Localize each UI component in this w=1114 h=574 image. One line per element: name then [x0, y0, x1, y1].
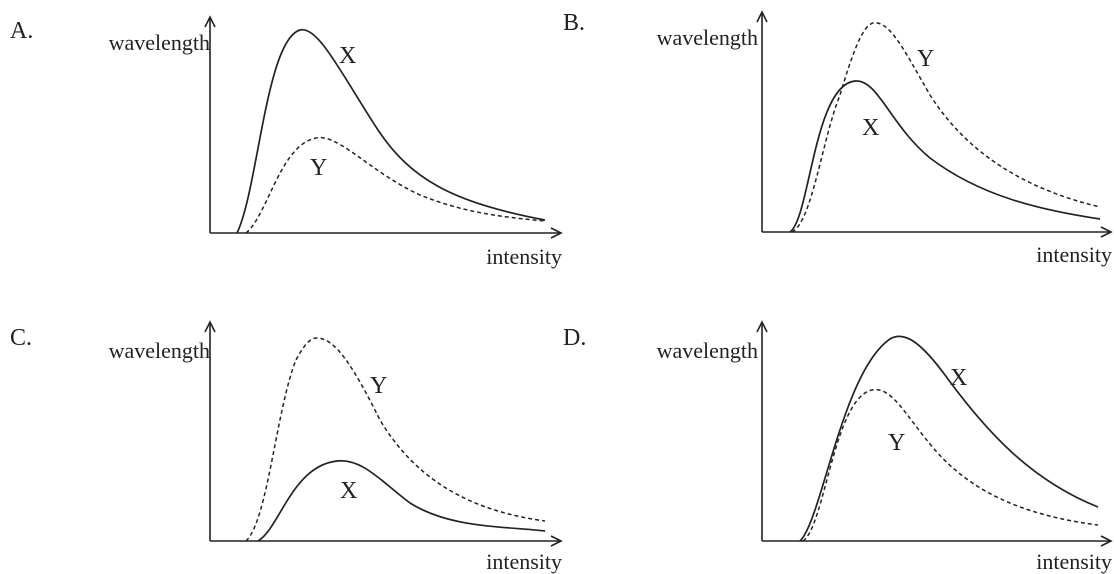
x-axis-arrow — [550, 227, 563, 239]
curve-label-x: X — [339, 43, 356, 69]
curve-label-y: Y — [917, 46, 934, 72]
y-axis-label: wavelength — [657, 25, 758, 50]
curve-y — [245, 337, 546, 542]
y-axis-label: wavelength — [109, 30, 210, 55]
curve-x — [799, 335, 1099, 542]
curve-label-y: Y — [888, 430, 905, 456]
curve-x — [789, 80, 1101, 233]
panel-c: C. wavelength intensity X Y — [10, 320, 563, 574]
axes — [756, 320, 1113, 547]
axes — [756, 10, 1113, 238]
option-letter: D. — [563, 325, 586, 351]
curve-label-x: X — [950, 365, 967, 391]
curve-label-x: X — [340, 478, 357, 504]
option-letter: C. — [10, 325, 32, 351]
panel-b: B. wavelength intensity X Y — [563, 10, 1113, 267]
curve-label-y: Y — [310, 155, 327, 181]
curve-y — [791, 22, 1101, 233]
x-axis-arrow — [550, 535, 563, 547]
curve-x — [257, 460, 546, 542]
y-axis-arrow — [756, 10, 768, 23]
option-letter: B. — [563, 10, 585, 36]
y-axis-label: wavelength — [109, 338, 210, 363]
y-axis-arrow — [756, 320, 768, 333]
axes — [204, 320, 563, 547]
x-axis-label: intensity — [1036, 242, 1112, 267]
curve-x — [236, 29, 546, 234]
x-axis-label: intensity — [486, 549, 562, 574]
option-letter: A. — [10, 18, 33, 44]
y-axis-arrow — [204, 15, 216, 28]
curve-y — [245, 136, 546, 234]
curve-label-y: Y — [370, 373, 387, 399]
curve-label-x: X — [862, 115, 879, 141]
x-axis-arrow — [1100, 535, 1113, 547]
x-axis-arrow — [1100, 226, 1113, 238]
panel-a: A. wavelength intensity X Y — [10, 15, 563, 269]
panel-d: D. wavelength intensity X Y — [563, 320, 1113, 574]
axes — [204, 15, 563, 239]
x-axis-label: intensity — [1036, 549, 1112, 574]
y-axis-label: wavelength — [657, 338, 758, 363]
curve-y — [802, 389, 1099, 542]
x-axis-label: intensity — [486, 244, 562, 269]
y-axis-arrow — [204, 320, 216, 333]
